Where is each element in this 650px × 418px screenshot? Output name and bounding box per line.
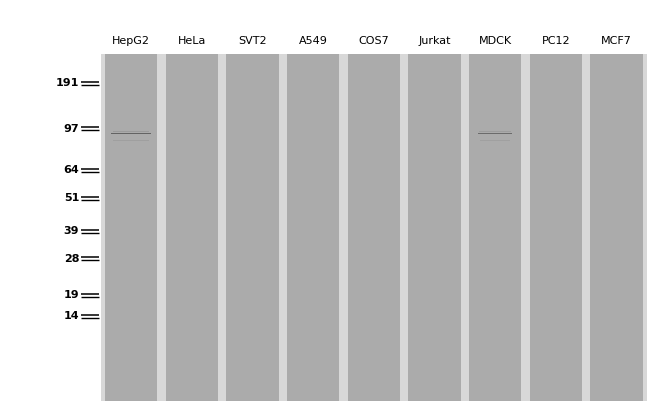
Bar <box>642 54 647 401</box>
Text: MDCK: MDCK <box>478 36 512 46</box>
Text: SVT2: SVT2 <box>238 36 266 46</box>
Bar <box>161 54 166 401</box>
Bar <box>343 54 348 401</box>
Bar <box>530 54 582 401</box>
Text: HeLa: HeLa <box>177 36 206 46</box>
Bar <box>465 54 469 401</box>
Text: Jurkat: Jurkat <box>418 36 450 46</box>
Text: 51: 51 <box>64 193 79 203</box>
Bar <box>408 54 460 401</box>
Bar <box>166 54 218 401</box>
Text: PC12: PC12 <box>541 36 570 46</box>
Bar <box>283 54 287 401</box>
Text: 28: 28 <box>64 254 79 264</box>
Bar <box>101 54 105 401</box>
Text: A549: A549 <box>298 36 328 46</box>
Bar <box>278 54 283 401</box>
Bar <box>105 54 157 401</box>
Text: 39: 39 <box>64 226 79 236</box>
Bar <box>157 54 161 401</box>
Bar <box>339 54 343 401</box>
Bar <box>586 54 590 401</box>
Text: HepG2: HepG2 <box>112 36 150 46</box>
Text: 191: 191 <box>56 79 79 89</box>
Bar <box>469 54 521 401</box>
Bar <box>226 54 278 401</box>
Text: 19: 19 <box>64 290 79 300</box>
Bar <box>590 54 642 401</box>
Bar <box>525 54 530 401</box>
Bar <box>348 54 400 401</box>
Bar <box>222 54 226 401</box>
Text: MCF7: MCF7 <box>601 36 632 46</box>
Text: COS7: COS7 <box>358 36 389 46</box>
Text: 64: 64 <box>64 165 79 175</box>
Bar <box>460 54 465 401</box>
Bar <box>101 54 647 401</box>
Text: 97: 97 <box>64 123 79 133</box>
Bar <box>582 54 586 401</box>
Bar <box>218 54 222 401</box>
Bar <box>287 54 339 401</box>
Bar <box>400 54 404 401</box>
Text: 14: 14 <box>64 311 79 321</box>
Bar <box>404 54 408 401</box>
Bar <box>521 54 525 401</box>
